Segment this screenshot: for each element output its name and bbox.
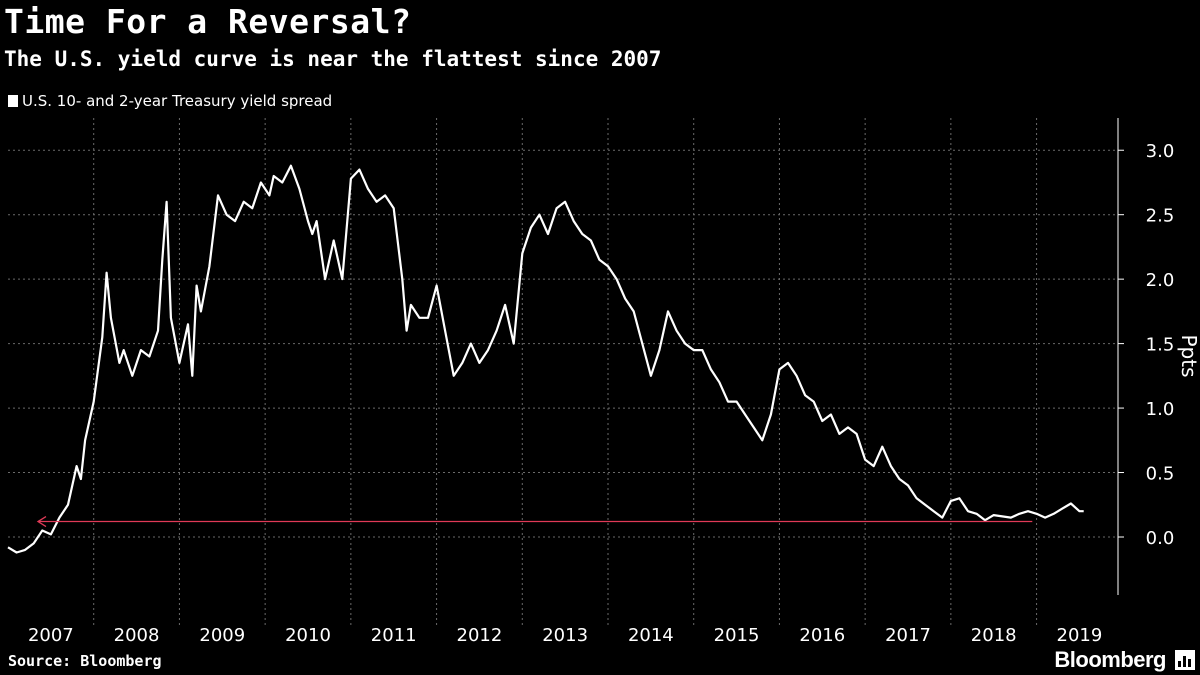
y-tick-label: 1.0 bbox=[1146, 399, 1175, 420]
y-tick-label: 1.5 bbox=[1146, 335, 1175, 356]
x-tick-label: 2014 bbox=[628, 625, 674, 646]
x-tick-label: 2013 bbox=[542, 625, 588, 646]
y-tick-label: 3.0 bbox=[1146, 141, 1175, 162]
x-tick-label: 2009 bbox=[199, 625, 245, 646]
x-tick-label: 2019 bbox=[1057, 625, 1103, 646]
brand-logo: Bloomberg bbox=[1054, 647, 1166, 672]
y-tick-label: 0.5 bbox=[1146, 464, 1175, 485]
y-tick-label: 2.5 bbox=[1146, 206, 1175, 227]
source-note: Source: Bloomberg bbox=[8, 652, 162, 670]
yield-spread-line bbox=[7, 164, 1084, 554]
chart-subtitle: The U.S. yield curve is near the flattes… bbox=[4, 47, 662, 71]
legend-label: U.S. 10- and 2-year Treasury yield sprea… bbox=[22, 92, 333, 110]
y-tick-label: 2.0 bbox=[1146, 270, 1175, 291]
x-tick-label: 2015 bbox=[714, 625, 760, 646]
x-tick-label: 2012 bbox=[457, 625, 503, 646]
x-tick-label: 2017 bbox=[885, 625, 931, 646]
x-tick-label: 2010 bbox=[285, 625, 331, 646]
x-tick-label: 2011 bbox=[371, 625, 417, 646]
legend-swatch bbox=[8, 95, 18, 107]
chart-title: Time For a Reversal? bbox=[4, 2, 412, 41]
x-tick-label: 2018 bbox=[971, 625, 1017, 646]
chart-legend: U.S. 10- and 2-year Treasury yield sprea… bbox=[8, 92, 332, 110]
bar-chart-icon bbox=[1175, 650, 1195, 670]
annotation-arrow-head bbox=[36, 515, 47, 528]
x-tick-label: 2008 bbox=[114, 625, 160, 646]
y-tick-label: 0.0 bbox=[1146, 528, 1175, 549]
x-tick-label: 2007 bbox=[28, 625, 74, 646]
y-axis-label: Ppts bbox=[1177, 334, 1200, 377]
x-tick-label: 2016 bbox=[799, 625, 845, 646]
